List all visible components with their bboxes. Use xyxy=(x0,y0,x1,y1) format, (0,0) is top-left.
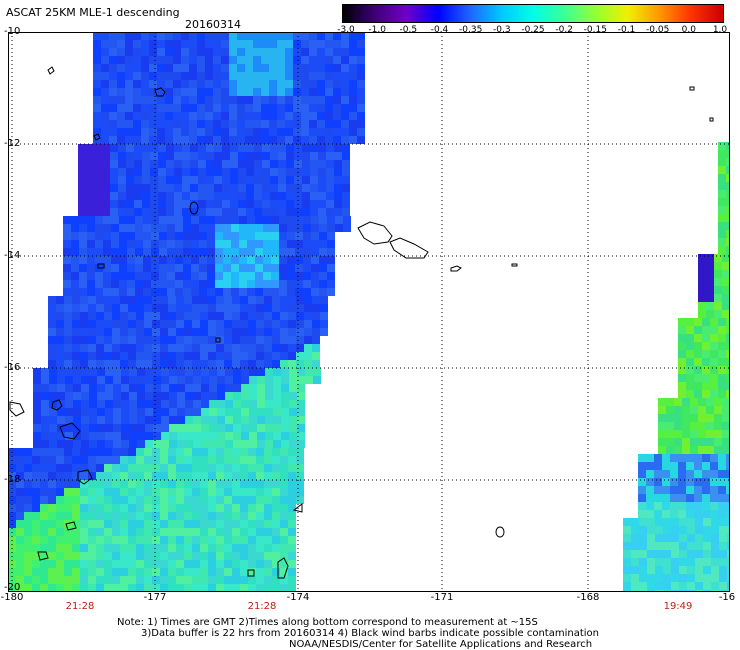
colorbar-tick-label: -1.0 xyxy=(368,25,386,35)
map-title: ASCAT 25KM MLE-1 descending xyxy=(6,6,180,19)
colorbar xyxy=(342,4,724,23)
time-label-2: 21:28 xyxy=(247,601,277,612)
colorbar-tick-label: -0.05 xyxy=(646,25,670,35)
y-label-18: -18 xyxy=(4,474,21,485)
grid-lines xyxy=(8,32,730,592)
time-label-1: 21:28 xyxy=(65,601,95,612)
colorbar-tick-label: -0.5 xyxy=(399,25,418,35)
coastlines xyxy=(9,66,714,579)
y-label-10: -10 xyxy=(4,26,21,37)
time-label-3: 19:49 xyxy=(663,601,693,612)
note-line-3: NOAA/NESDIS/Center for Satellite Applica… xyxy=(289,639,593,650)
y-label-16: -16 xyxy=(4,362,21,373)
y-label-12: -12 xyxy=(4,138,21,149)
x-label-174: -174 xyxy=(286,592,310,603)
colorbar-tick-label: 1.0 xyxy=(712,25,728,35)
map-frame xyxy=(8,32,730,592)
x-label-168: -168 xyxy=(576,592,600,603)
data-swaths xyxy=(8,32,730,592)
colorbar-tick-label: -0.3 xyxy=(493,25,511,35)
map-plot xyxy=(8,32,730,592)
y-label-14: -14 xyxy=(4,250,21,261)
colorbar-tick-label: 0.0 xyxy=(681,25,696,35)
colorbar-tick-label: -0.2 xyxy=(555,25,573,35)
colorbar-tick-label: -0.15 xyxy=(583,25,607,35)
x-label-16: -16 xyxy=(718,592,736,603)
colorbar-tick-label: -0.35 xyxy=(459,25,483,35)
colorbar-tick-label: -0.1 xyxy=(617,25,636,35)
note-line-1: Note: 1) Times are GMT 2)Times along bot… xyxy=(117,617,538,628)
colorbar-tick-label: -3.0 xyxy=(337,25,355,35)
note-line-2: 3)Data buffer is 22 hrs from 20160314 4)… xyxy=(141,628,599,639)
x-label-177: -177 xyxy=(143,592,167,603)
colorbar-tick-label: -0.4 xyxy=(430,25,449,35)
x-label-180: -180 xyxy=(0,592,24,603)
colorbar-tick-label: -0.25 xyxy=(521,25,545,35)
y-label-20: -20 xyxy=(4,582,21,593)
x-label-171: -171 xyxy=(430,592,454,603)
map-date: 20160314 xyxy=(185,18,241,31)
